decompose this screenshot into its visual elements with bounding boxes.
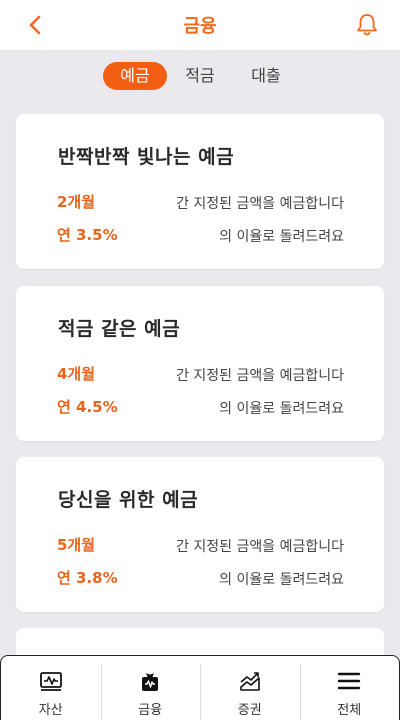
- card-title: 반짝반짝 빛나는 예금: [58, 146, 235, 168]
- app-header: 금융: [0, 0, 400, 50]
- stock-chart-icon: [237, 668, 263, 694]
- wallet-icon: [38, 668, 64, 694]
- nav-item-all[interactable]: 전체: [299, 656, 400, 720]
- product-card[interactable]: 당신을 위한 예금 5개월 연 3.8% 간 지정된 금액을 예금합니다 의 이…: [16, 457, 384, 612]
- bell-icon[interactable]: [354, 12, 380, 38]
- tab-loan[interactable]: 대출: [251, 66, 281, 85]
- nav-label: 증권: [237, 703, 262, 718]
- nav-item-assets[interactable]: 자산: [1, 656, 101, 720]
- nav-item-finance[interactable]: 금융: [100, 656, 201, 720]
- card-description-line1: 간 지정된 금액을 예금합니다: [176, 368, 344, 384]
- product-tabs: 예금 적금 대출: [0, 62, 400, 92]
- nav-item-stocks[interactable]: 증권: [200, 656, 300, 720]
- card-period: 5개월: [57, 536, 96, 554]
- product-card[interactable]: 반짝반짝 빛나는 예금 2개월 연 3.5% 간 지정된 금액을 예금합니다 의…: [16, 114, 384, 269]
- bottom-nav: 자산 금융 증권 전체: [0, 655, 400, 720]
- card-description-line1: 간 지정된 금액을 예금합니다: [176, 196, 344, 212]
- card-title: 적금 같은 예금: [58, 318, 181, 340]
- card-rate: 연 4.5%: [57, 398, 118, 416]
- tab-deposit[interactable]: 예금: [103, 62, 167, 90]
- card-rate: 연 3.5%: [57, 226, 118, 244]
- hamburger-menu-icon: [336, 668, 362, 694]
- card-period: 4개월: [57, 365, 96, 383]
- card-description-line2: 의 이율로 돌려드려요: [219, 572, 344, 588]
- card-rate: 연 3.8%: [57, 569, 118, 587]
- nav-label: 자산: [38, 703, 63, 718]
- nav-label: 금융: [138, 703, 163, 718]
- card-period: 2개월: [57, 193, 96, 211]
- card-title: 당신을 위한 예금: [58, 489, 199, 511]
- page-title: 금융: [183, 16, 217, 37]
- chevron-left-icon[interactable]: [22, 12, 48, 38]
- card-description-line2: 의 이율로 돌려드려요: [219, 401, 344, 417]
- card-description-line1: 간 지정된 금액을 예금합니다: [176, 539, 344, 555]
- money-bag-icon: [137, 668, 163, 694]
- tab-savings[interactable]: 적금: [185, 66, 215, 85]
- product-card[interactable]: 적금 같은 예금 4개월 연 4.5% 간 지정된 금액을 예금합니다 의 이율…: [16, 286, 384, 441]
- card-description-line2: 의 이율로 돌려드려요: [219, 229, 344, 245]
- nav-label: 전체: [337, 703, 362, 718]
